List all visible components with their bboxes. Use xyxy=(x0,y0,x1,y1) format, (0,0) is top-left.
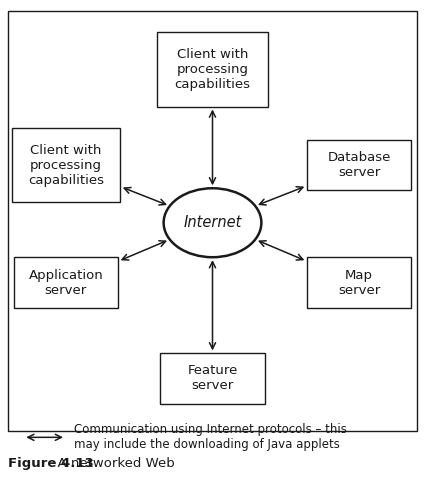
FancyBboxPatch shape xyxy=(307,140,411,190)
Text: Client with
processing
capabilities: Client with processing capabilities xyxy=(28,144,104,187)
FancyBboxPatch shape xyxy=(157,33,268,107)
FancyBboxPatch shape xyxy=(8,11,417,431)
FancyBboxPatch shape xyxy=(307,258,411,308)
FancyBboxPatch shape xyxy=(160,354,264,403)
Text: Feature
server: Feature server xyxy=(187,365,238,392)
FancyBboxPatch shape xyxy=(11,128,120,203)
Text: Communication using Internet protocols – this
may include the downloading of Jav: Communication using Internet protocols –… xyxy=(74,423,347,451)
Text: Application
server: Application server xyxy=(28,269,103,297)
Text: Client with
processing
capabilities: Client with processing capabilities xyxy=(175,48,250,91)
Text: A networked Web: A networked Web xyxy=(49,457,175,470)
Text: Internet: Internet xyxy=(183,215,242,230)
Text: Figure 4.13: Figure 4.13 xyxy=(8,457,94,470)
Text: Map
server: Map server xyxy=(338,269,380,297)
FancyBboxPatch shape xyxy=(14,258,118,308)
Text: Database
server: Database server xyxy=(327,151,391,179)
Ellipse shape xyxy=(164,188,261,257)
